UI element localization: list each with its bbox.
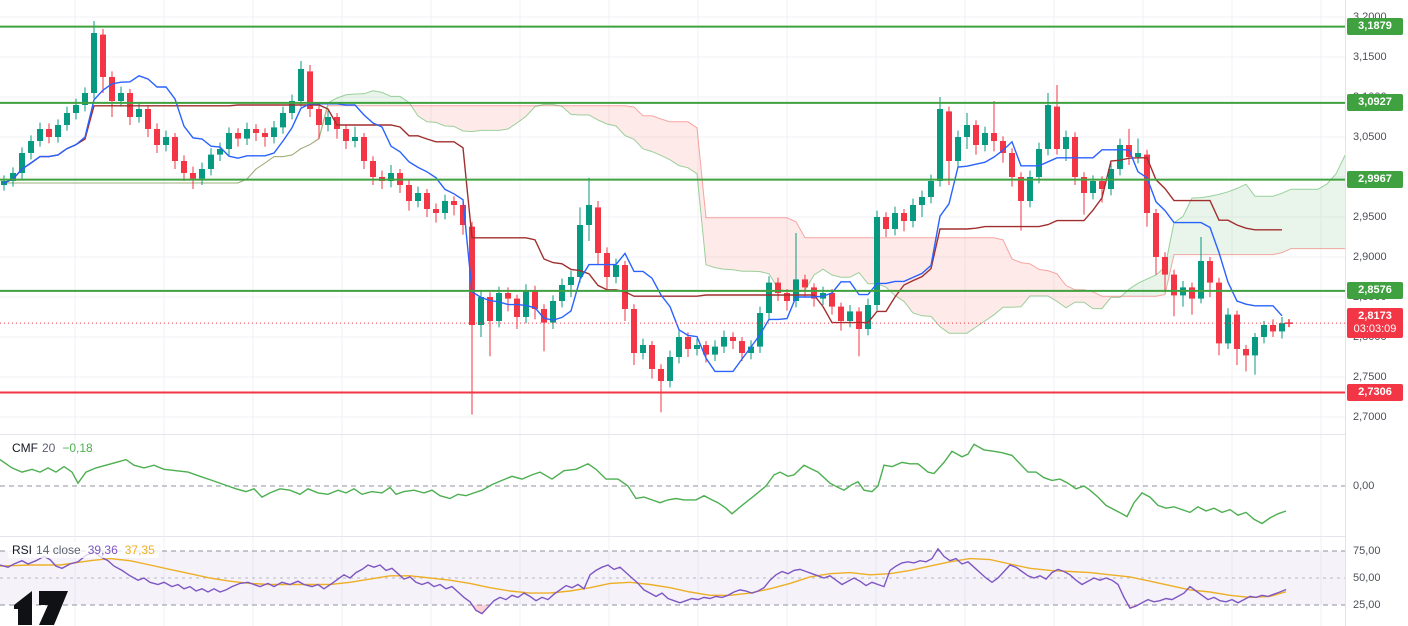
pane-separator[interactable] [0, 434, 1408, 435]
level-price-label[interactable]: 2,9967 [1347, 170, 1403, 188]
price-axis-tick: 2,9000 [1353, 251, 1387, 263]
last-price-value: 2,8173 [1358, 310, 1392, 323]
price-axis-tick: 3,0500 [1353, 131, 1387, 143]
rsi-line [0, 547, 1287, 615]
last-price-marker [1285, 319, 1293, 328]
ichimoku-span-a [4, 90, 1345, 334]
rsi-ma-line [0, 557, 1287, 599]
level-price-label[interactable]: 3,1879 [1347, 17, 1403, 35]
rsi-value: 39,36 [87, 543, 118, 557]
cmf-indicator-name: CMF [12, 441, 38, 455]
price-axis-tick: 3,1500 [1353, 51, 1387, 63]
rsi-indicator-name: RSI [12, 543, 33, 557]
rsi-ma-value: 37,35 [124, 543, 155, 557]
grid-vertical [74, 537, 1322, 626]
last-price-label[interactable]: 2,8173 03:03:09 [1347, 308, 1403, 339]
ichimoku-conversion-line [3, 75, 1283, 373]
rsi-legend[interactable]: RSI 14 close 39,36 37,35 [8, 542, 159, 558]
rsi-axis-tick: 25,00 [1353, 599, 1381, 611]
candles-layer [1, 21, 1285, 415]
main-price-pane[interactable] [0, 0, 1345, 434]
price-axis-tick: 2,7000 [1353, 411, 1387, 423]
price-levels [0, 25, 1345, 394]
rsi-oversold-fill [472, 605, 1138, 614]
tradingview-logo[interactable] [12, 590, 84, 626]
rsi-chart [0, 537, 1345, 626]
candlestick-chart [0, 0, 1345, 434]
rsi-indicator-param: 14 close [36, 543, 81, 557]
rsi-axis-tick: 75,00 [1353, 545, 1381, 557]
cmf-line [0, 443, 1287, 525]
rsi-axis-tick: 50,00 [1353, 572, 1381, 584]
cmf-indicator-param: 20 [42, 441, 56, 455]
pane-separator[interactable] [0, 536, 1408, 537]
price-axis[interactable]: 3,20003,15003,10003,05003,00002,95002,90… [1345, 0, 1408, 626]
bar-countdown: 03:03:09 [1353, 323, 1397, 336]
level-price-label[interactable]: 2,8576 [1347, 281, 1403, 299]
level-price-label[interactable]: 2,7306 [1347, 383, 1403, 401]
level-price-label[interactable]: 3,0927 [1347, 93, 1403, 111]
cmf-chart [0, 435, 1345, 536]
cmf-pane[interactable] [0, 435, 1345, 536]
cmf-indicator-value: −0,18 [62, 441, 93, 455]
price-axis-tick: 2,7500 [1353, 371, 1387, 383]
price-axis-tick: 2,9500 [1353, 211, 1387, 223]
ichimoku-base-line [3, 104, 1282, 324]
cmf-legend[interactable]: CMF 20 −0,18 [8, 440, 97, 456]
cmf-axis-tick: 0,00 [1353, 480, 1375, 492]
rsi-pane[interactable] [0, 537, 1345, 626]
